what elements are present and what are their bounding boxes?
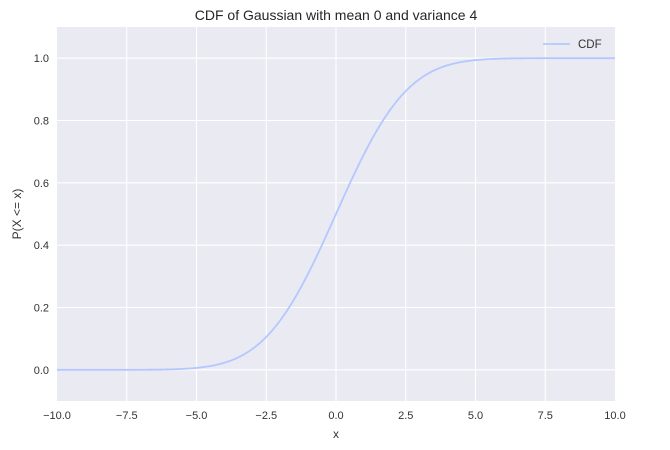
y-axis-ticks: 0.0 0.2 0.4 0.6 0.8 1.0 bbox=[34, 53, 49, 377]
y-axis-label: P(X <= x) bbox=[10, 189, 24, 240]
legend: CDF bbox=[543, 39, 602, 51]
x-axis-ticks: −10.0 −7.5 −5.0 −2.5 0.0 2.5 5.0 7.5 10.0 bbox=[43, 410, 626, 422]
x-tick-label: −5.0 bbox=[186, 410, 208, 422]
y-tick-label: 0.4 bbox=[34, 240, 49, 252]
y-tick-label: 1.0 bbox=[34, 53, 49, 65]
legend-label: CDF bbox=[578, 39, 602, 51]
series-line-cdf bbox=[57, 57, 615, 371]
x-tick-label: −7.5 bbox=[116, 410, 138, 422]
x-tick-label: 2.5 bbox=[398, 410, 413, 422]
x-tick-label: 7.5 bbox=[538, 410, 553, 422]
y-tick-label: 0.0 bbox=[34, 365, 49, 377]
x-axis-label: x bbox=[333, 427, 339, 441]
y-tick-label: 0.8 bbox=[34, 116, 49, 128]
x-tick-label: 5.0 bbox=[468, 410, 483, 422]
x-tick-label: −2.5 bbox=[255, 410, 277, 422]
x-tick-label: 0.0 bbox=[328, 410, 343, 422]
y-tick-label: 0.2 bbox=[34, 303, 49, 315]
chart-title: CDF of Gaussian with mean 0 and variance… bbox=[195, 7, 478, 23]
series-layer bbox=[57, 57, 615, 371]
y-tick-label: 0.6 bbox=[34, 178, 49, 190]
x-tick-label: −10.0 bbox=[43, 410, 71, 422]
x-tick-label: 10.0 bbox=[604, 410, 625, 422]
